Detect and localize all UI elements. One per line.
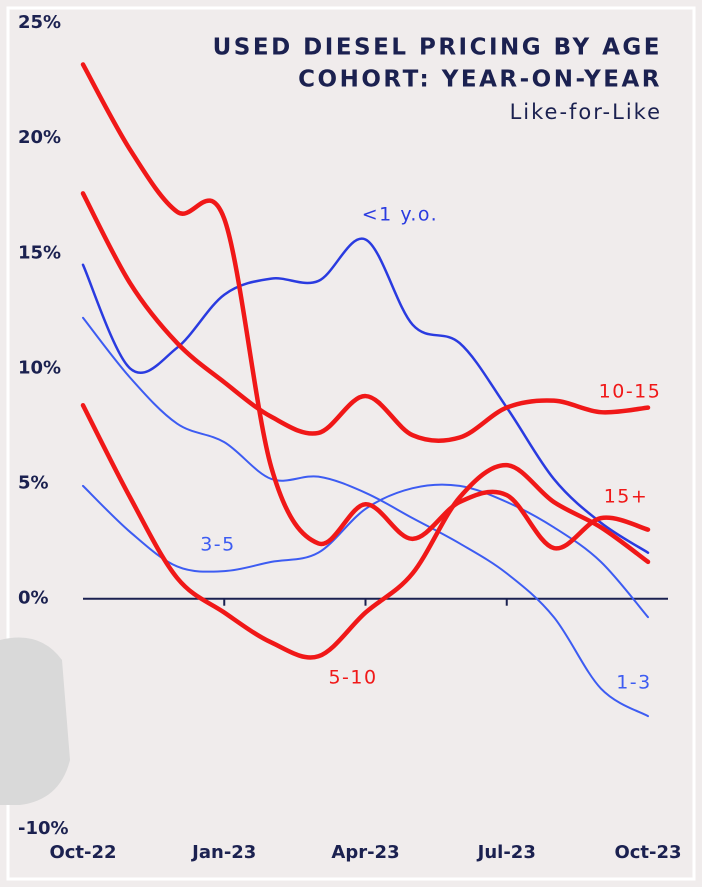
chart-title: COHORT: YEAR-ON-YEAR bbox=[298, 67, 662, 93]
x-tick-label: Apr-23 bbox=[331, 842, 399, 863]
chart-subtitle: Like-for-Like bbox=[510, 100, 662, 124]
series-label: 15+ bbox=[604, 486, 649, 508]
background bbox=[0, 0, 702, 887]
y-tick-label: 20% bbox=[18, 127, 61, 148]
y-tick-label: -10% bbox=[18, 818, 69, 839]
x-tick-label: Jan-23 bbox=[190, 842, 256, 863]
car-decoration bbox=[0, 638, 70, 806]
series-label: <1 y.o. bbox=[362, 204, 438, 226]
y-tick-label: 5% bbox=[18, 473, 49, 494]
series-label: 3-5 bbox=[200, 534, 236, 556]
series-label: 1-3 bbox=[616, 672, 652, 694]
x-tick-label: Oct-23 bbox=[614, 842, 681, 863]
y-tick-label: 25% bbox=[18, 12, 61, 33]
series-label: 10-15 bbox=[599, 381, 662, 403]
y-tick-label: 0% bbox=[18, 588, 49, 609]
series-label: 5-10 bbox=[328, 667, 377, 689]
y-tick-label: 10% bbox=[18, 357, 61, 378]
x-tick-label: Oct-22 bbox=[49, 842, 116, 863]
x-tick-label: Jul-23 bbox=[476, 842, 536, 863]
y-tick-label: 15% bbox=[18, 242, 61, 263]
chart-title: USED DIESEL PRICING BY AGE bbox=[213, 35, 662, 61]
chart: USED DIESEL PRICING BY AGE COHORT: YEAR-… bbox=[0, 0, 702, 887]
